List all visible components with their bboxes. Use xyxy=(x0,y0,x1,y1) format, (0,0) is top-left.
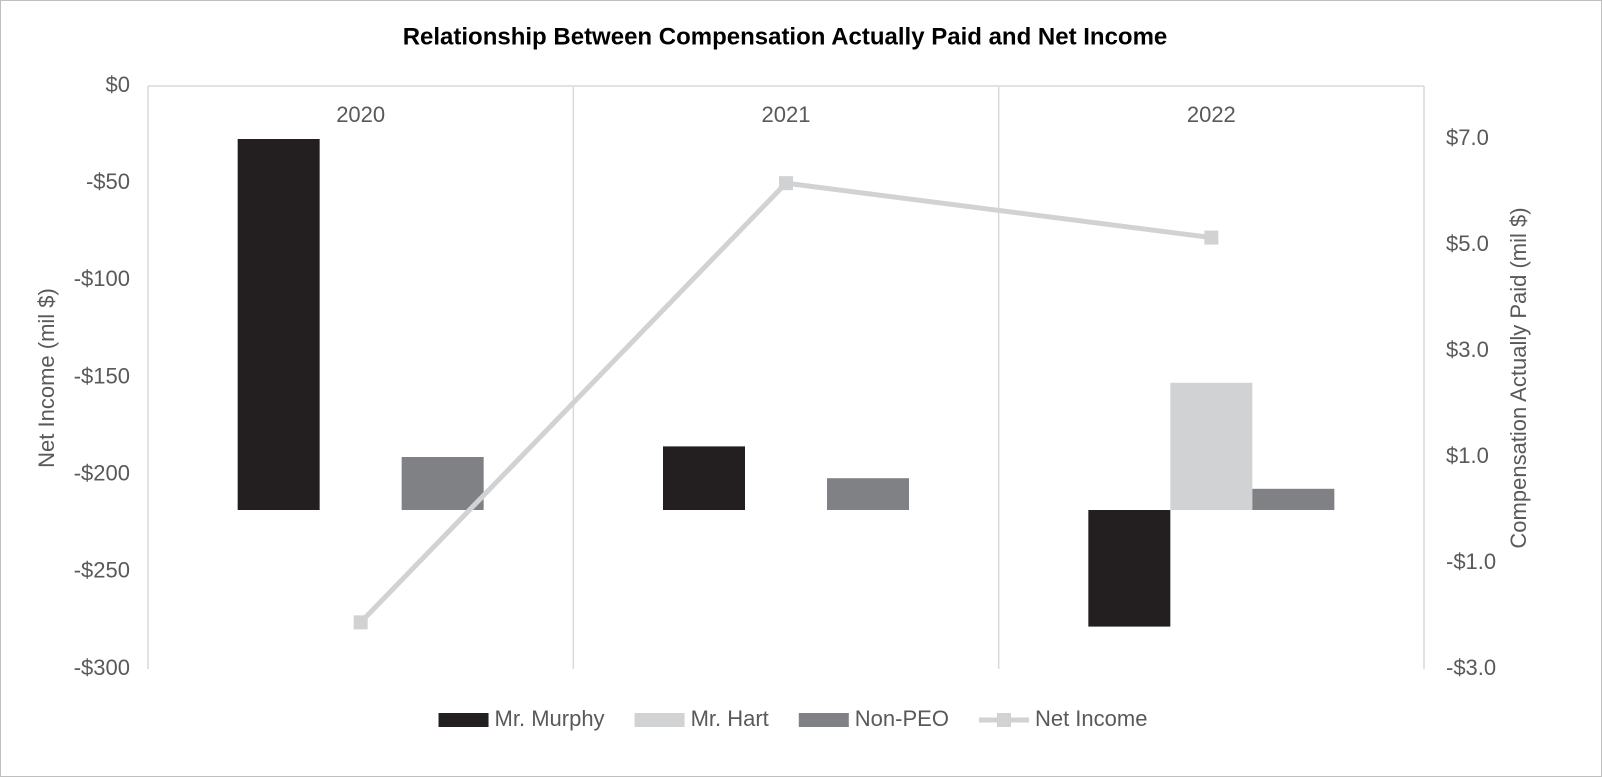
x-tick-label: 2021 xyxy=(762,102,811,127)
y2-tick-label: -$3.0 xyxy=(1446,655,1496,680)
chart-title: Relationship Between Compensation Actual… xyxy=(403,23,1168,50)
bar xyxy=(1252,488,1335,510)
y-tick-label: -$50 xyxy=(86,169,130,194)
y-tick-label: -$200 xyxy=(74,460,130,485)
line-marker xyxy=(1204,230,1219,245)
y2-tick-label: $3.0 xyxy=(1446,337,1489,362)
legend-label: Non-PEO xyxy=(855,706,949,731)
line-marker xyxy=(779,176,793,191)
y-tick-label: -$100 xyxy=(74,266,130,291)
bar xyxy=(237,139,320,510)
legend-label: Net Income xyxy=(1035,706,1148,731)
bar xyxy=(401,457,484,510)
y2-tick-label: $1.0 xyxy=(1446,443,1489,468)
y2-axis-label: Compensation Actually Paid (mil $) xyxy=(1506,207,1531,548)
y-tick-label: -$250 xyxy=(74,558,130,583)
x-tick-label: 2022 xyxy=(1187,102,1236,127)
legend-label: Mr. Hart xyxy=(691,706,769,731)
y2-tick-label: -$1.0 xyxy=(1446,549,1496,574)
legend-label: Mr. Murphy xyxy=(495,706,605,731)
bar xyxy=(827,478,909,510)
legend-swatch xyxy=(438,713,489,727)
bar xyxy=(1170,382,1253,510)
y-tick-label: -$150 xyxy=(74,363,130,388)
legend-swatch xyxy=(634,713,685,727)
y-axis-label: Net Income (mil $) xyxy=(34,288,59,468)
legend-swatch-marker xyxy=(996,713,1011,727)
legend-swatch xyxy=(798,713,849,727)
x-tick-label: 2020 xyxy=(336,102,385,127)
y2-tick-label: $7.0 xyxy=(1446,125,1489,150)
y-tick-label: $0 xyxy=(106,72,130,97)
bar xyxy=(1088,510,1171,627)
y2-tick-label: $5.0 xyxy=(1446,231,1489,256)
line-marker xyxy=(353,615,368,630)
y-tick-label: -$300 xyxy=(74,655,130,680)
bar xyxy=(663,446,745,510)
